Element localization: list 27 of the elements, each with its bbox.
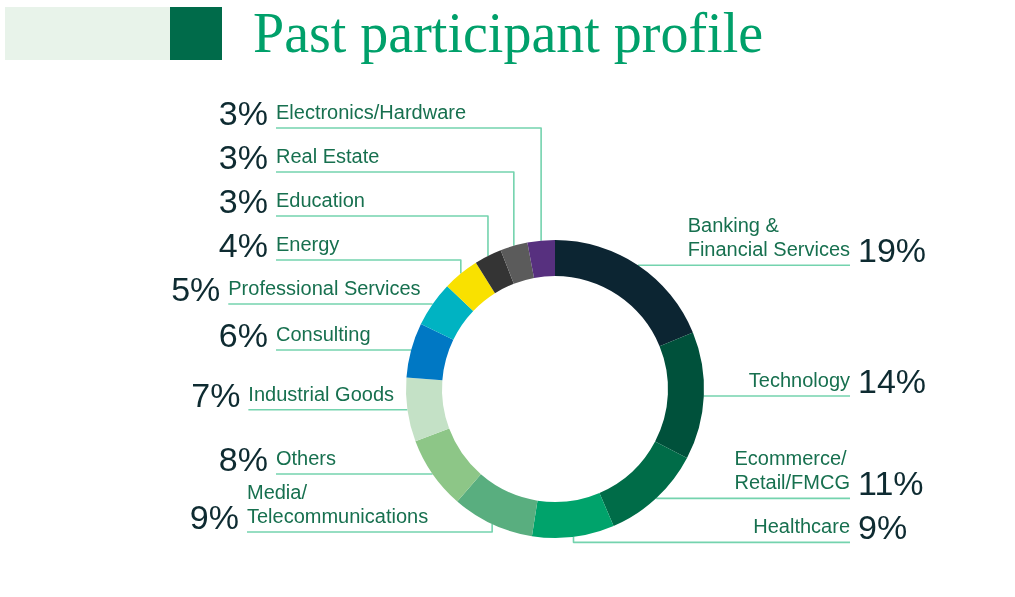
slice-label: Technology [748, 368, 851, 391]
slice-label: Banking & Financial Services [687, 214, 851, 261]
chart-title: Past participant profile [253, 2, 764, 64]
data-label: 3% [218, 182, 268, 221]
data-label: 7% [191, 375, 241, 414]
data-label: 9% [189, 497, 239, 536]
slice-label: Electronics/Hardware [276, 101, 467, 124]
slice-label: Consulting [276, 323, 371, 346]
data-label: 11% [858, 464, 924, 503]
slice-label: Professional Services [228, 277, 421, 300]
slice-label: Real Estate [276, 145, 380, 168]
data-label: 3% [218, 94, 268, 133]
data-label: 14% [858, 361, 927, 400]
slice-label: Healthcare [753, 515, 850, 538]
slice-label: Education [276, 189, 365, 212]
slice-label: Energy [276, 233, 340, 256]
data-label: 4% [218, 226, 268, 265]
slice-label: Industrial Goods [248, 382, 395, 405]
data-label: 6% [218, 316, 268, 355]
data-label: 9% [858, 508, 908, 547]
data-label: 19% [858, 231, 927, 270]
slice-label: Ecommerce/ Retail/FMCG [734, 447, 851, 494]
slice-label: Others [276, 446, 337, 469]
data-label: 8% [218, 439, 268, 478]
data-label: 5% [171, 270, 221, 309]
data-label: 3% [218, 138, 268, 177]
slice-label: Media/ Telecommunications [246, 480, 429, 527]
